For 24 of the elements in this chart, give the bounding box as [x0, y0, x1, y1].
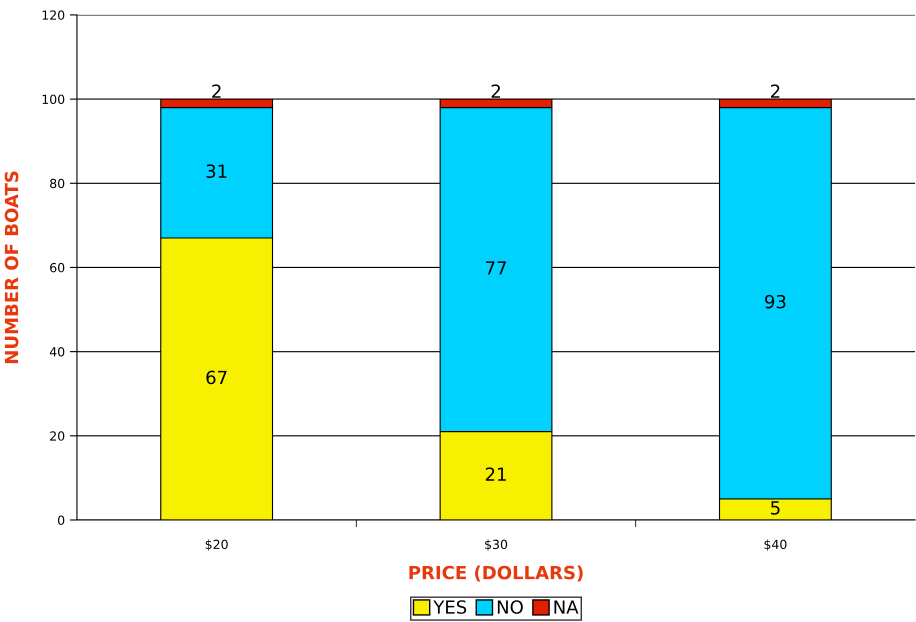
y-tick-label: 80	[50, 178, 64, 188]
x-tick-label: $40	[764, 539, 786, 551]
x-tick-label: $20	[206, 539, 228, 551]
y-tick-label: 40	[50, 347, 64, 357]
data-label: 2	[770, 84, 780, 98]
legend-label: NA	[554, 600, 578, 614]
y-tick-label: 100	[42, 94, 64, 104]
data-label: 2	[212, 84, 221, 98]
data-label: 77	[486, 261, 506, 275]
data-label: 21	[486, 467, 506, 481]
data-label: 93	[765, 294, 786, 308]
y-axis-title: NUMBER OF BOATS	[4, 172, 18, 364]
data-label: 5	[771, 501, 780, 515]
legend-label: NO	[498, 600, 523, 614]
y-tick-label: 60	[50, 262, 64, 272]
y-tick-label: 120	[42, 10, 64, 20]
y-tick-label: 0	[58, 515, 64, 525]
y-tick-label: 20	[50, 431, 64, 441]
data-label: 2	[492, 84, 500, 98]
x-axis-title: PRICE (DOLLARS)	[409, 565, 583, 582]
x-tick-label: $30	[485, 539, 508, 551]
data-label: 31	[206, 164, 226, 178]
data-label: 67	[206, 370, 227, 384]
legend-label: YES	[433, 600, 466, 614]
